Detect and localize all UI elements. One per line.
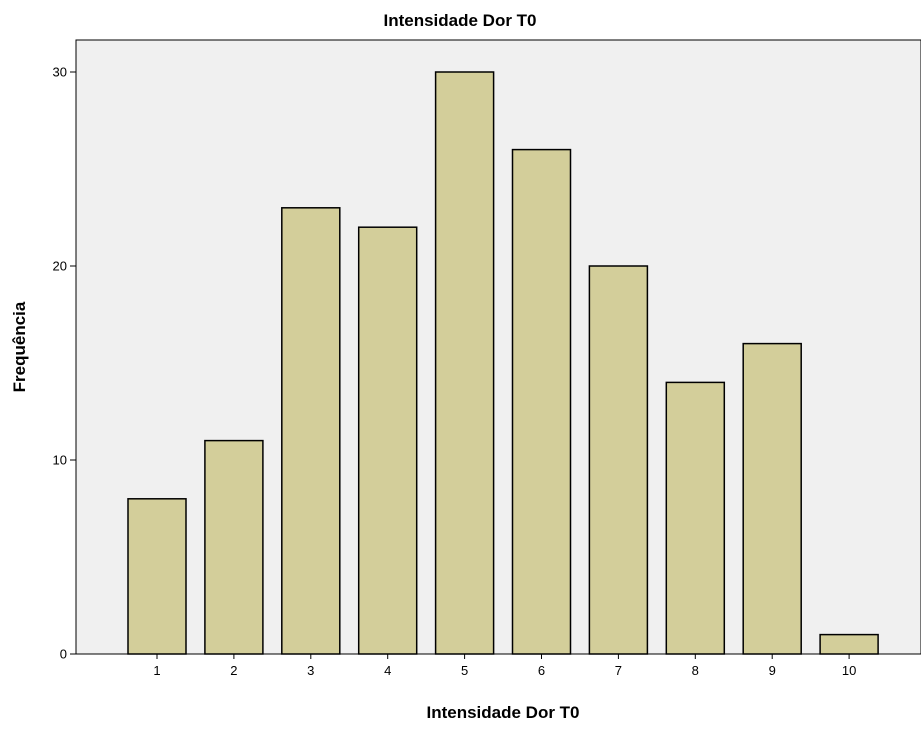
bar-6: [511, 148, 572, 655]
bar-3: [281, 207, 341, 655]
y-tick-label: 20: [53, 259, 67, 274]
bar-8: [665, 381, 726, 655]
y-axis: 0 10 20 30: [53, 40, 77, 662]
x-tick-label: 1: [153, 663, 160, 678]
y-tick-label: 30: [53, 65, 67, 80]
x-tick-label: 9: [769, 663, 776, 678]
x-tick-label: 6: [538, 663, 545, 678]
bars-group: [127, 71, 879, 655]
x-tick-label: 5: [461, 663, 468, 678]
x-tick-label: 8: [692, 663, 699, 678]
chart-title: Intensidade Dor T0: [383, 11, 536, 30]
x-tick-label: 3: [307, 663, 314, 678]
bar-5: [434, 71, 495, 655]
x-axis: 1 2 3 4 5 6 7 8 9 10: [76, 653, 921, 678]
y-axis-title: Frequência: [10, 301, 29, 392]
x-tick-label: 7: [615, 663, 622, 678]
bar-7: [588, 265, 649, 655]
y-tick-label: 0: [60, 647, 67, 662]
bar-9: [742, 342, 802, 655]
bar-2: [204, 439, 264, 655]
x-tick-label: 4: [384, 663, 391, 678]
x-axis-title: Intensidade Dor T0: [426, 703, 579, 722]
bar-10: [819, 633, 879, 655]
x-tick-label: 2: [230, 663, 237, 678]
bar-1: [127, 498, 187, 655]
y-tick-label: 10: [53, 453, 67, 468]
x-tick-label: 10: [842, 663, 856, 678]
bar-4: [357, 226, 418, 655]
